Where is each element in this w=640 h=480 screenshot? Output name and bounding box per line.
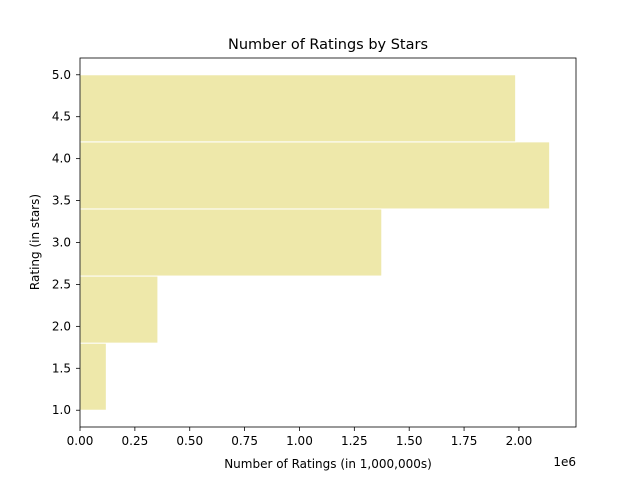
bar-3 xyxy=(79,208,383,277)
bars-group xyxy=(79,74,551,411)
x-tick-label: 1.00 xyxy=(286,434,313,448)
x-tick-label: 0.00 xyxy=(67,434,94,448)
y-tick-label: 3.0 xyxy=(52,236,71,250)
y-tick-label: 1.5 xyxy=(52,361,71,375)
x-axis-label: Number of Ratings (in 1,000,000s) xyxy=(224,457,432,471)
bar-5 xyxy=(79,74,517,143)
y-tick-label: 2.0 xyxy=(52,319,71,333)
bar-2 xyxy=(79,275,159,344)
y-tick-label: 5.0 xyxy=(52,68,71,82)
x-axis-offset-label: 1e6 xyxy=(553,455,576,469)
y-axis-ticks: 1.0 1.5 2.0 2.5 3.0 3.5 4.0 4.5 5.0 xyxy=(52,68,80,417)
x-tick-label: 0.25 xyxy=(122,434,149,448)
x-tick-label: 1.25 xyxy=(341,434,368,448)
x-tick-label: 1.75 xyxy=(451,434,478,448)
y-tick-label: 1.0 xyxy=(52,403,71,417)
y-tick-label: 3.5 xyxy=(52,194,71,208)
x-tick-label: 0.75 xyxy=(231,434,258,448)
bar-1 xyxy=(79,342,107,411)
y-axis-label: Rating (in stars) xyxy=(28,194,42,290)
x-tick-label: 2.00 xyxy=(506,434,533,448)
bar-4 xyxy=(79,141,551,210)
y-tick-label: 4.0 xyxy=(52,152,71,166)
y-tick-label: 4.5 xyxy=(52,110,71,124)
x-axis-ticks: 0.00 0.25 0.50 0.75 1.00 1.25 1.50 1.75 2.00 xyxy=(67,427,533,448)
y-tick-label: 2.5 xyxy=(52,277,71,291)
chart-title: Number of Ratings by Stars xyxy=(228,37,428,53)
x-tick-label: 1.50 xyxy=(396,434,423,448)
x-tick-label: 0.50 xyxy=(176,434,203,448)
